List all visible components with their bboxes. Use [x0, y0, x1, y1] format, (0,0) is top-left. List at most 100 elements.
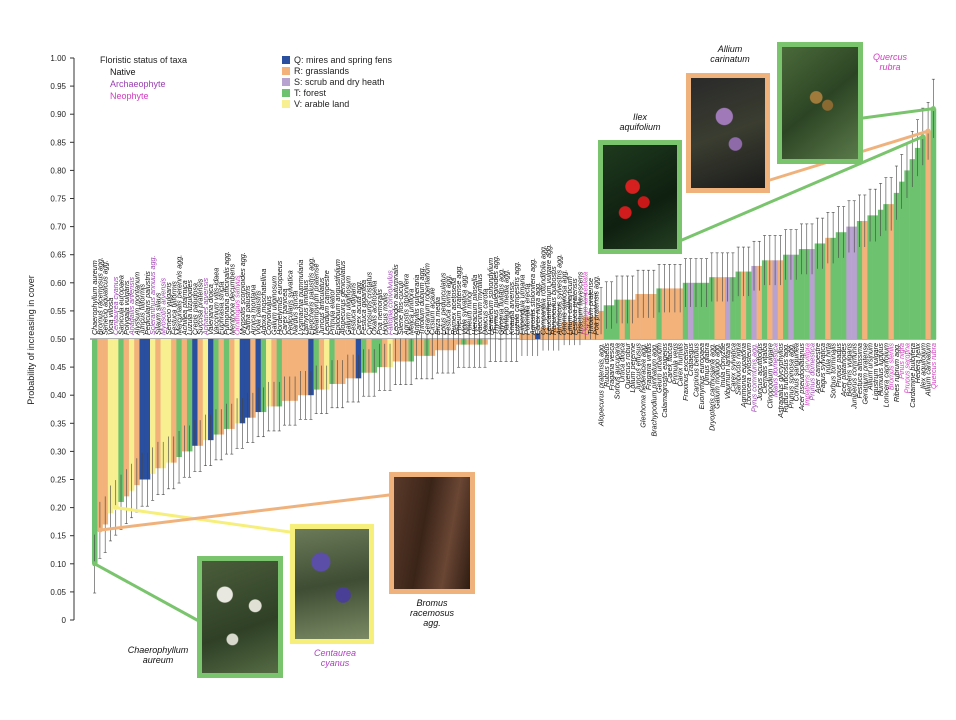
quercus-image — [782, 47, 858, 159]
habitat-v-label: V: arable land — [294, 98, 350, 109]
photo-bromus — [389, 472, 475, 594]
y-tick-label: 0.60 — [50, 279, 66, 288]
taxon-label: Pedicularis palustris — [143, 271, 152, 335]
callout-arrow-head — [920, 134, 926, 140]
taxon-label: Lepidium campestre — [322, 270, 331, 335]
taxon-label: Luzula luzuloides — [185, 279, 194, 335]
bar: Carex sylvatica — [730, 277, 736, 339]
centaurea-image — [295, 529, 369, 639]
habitat-t: T: forest — [282, 87, 432, 98]
habitat-r: R: grasslands — [282, 65, 432, 76]
taxon-label: Carex panicea — [280, 289, 289, 335]
taxon-label: Primula elatior — [328, 288, 337, 335]
bar: Centaurea cyanus — [113, 339, 119, 508]
bar: Ilex aquifolium — [920, 136, 926, 339]
caption-centaurea-2: cyanus — [320, 658, 350, 668]
taxon-label: Cynosurus cristatus — [364, 271, 373, 335]
taxon-label: Brachypodium pinnatum agg. — [649, 343, 658, 437]
bar: Rubus fruticosus agg. — [783, 254, 789, 339]
bar: Inula hirta — [825, 237, 831, 339]
photo-centaurea — [290, 524, 374, 644]
taxon-label: Mercurialis perennis agg. — [175, 255, 184, 335]
taxon-label: Leontodon autumnalis — [391, 264, 400, 335]
bar: Inula conyzae — [719, 277, 726, 339]
bar: Lysimachia nummularia — [297, 339, 304, 396]
taxon-label: Bromus racemosus agg. — [95, 257, 104, 335]
photo-quercus — [777, 42, 863, 164]
taxon-label: Vaccinium vitis-idaea — [211, 268, 220, 335]
taxon-label: Galium mollugo agg. — [713, 343, 722, 409]
bar: Allium ursinum — [867, 215, 873, 339]
bar: Juniperus communis — [851, 226, 858, 339]
taxon-label: Menthona decumbens — [227, 263, 236, 335]
bar: Pedicularis sylvatica — [287, 339, 293, 401]
bar: Ligustrum vulgare — [872, 215, 879, 339]
caption-quercus-1: Quercus — [872, 52, 907, 62]
bar: Sanicula europaea — [118, 339, 124, 502]
bar: Cardamine bulbifera — [909, 159, 916, 339]
taxon-label: Carex flacca — [665, 343, 674, 383]
taxon-label: Crataegus — [686, 343, 695, 377]
taxon-label: Viola palustris — [254, 290, 263, 335]
bar: Melampyrum pratense — [313, 339, 320, 390]
bar: Senecio aquaticus agg. — [102, 339, 109, 525]
taxon-label: Campanula rotundifolia agg. — [539, 245, 548, 335]
taxon-label: Arnica montana — [248, 285, 257, 336]
taxon-label: Carex humilis — [676, 343, 685, 387]
habitat-v: V: arable land — [282, 98, 432, 109]
bar: Achillea ptarmica — [181, 339, 188, 452]
bar: Viburnum lantana — [725, 277, 731, 339]
taxon-label: Calamagrostis epigejos — [660, 343, 669, 418]
taxon-label: Heracleum sphondylium — [486, 258, 495, 335]
taxon-label: Euphrasia stricta — [217, 281, 226, 335]
bar: Dryopteris carthusiana agg. — [709, 277, 715, 339]
taxon-label: Achillea ptarmica — [180, 280, 189, 336]
bar: Fagus sylvatica — [819, 243, 826, 339]
bar: Lonicera caprifolium — [883, 204, 889, 339]
bar: Hedera helix — [914, 147, 921, 339]
taxon-label: Ulmus glabra — [702, 343, 711, 385]
taxon-label: Pedicularis sylvatica — [285, 270, 294, 335]
taxon-label: Festuca ovina agg. — [444, 274, 453, 335]
bar: Euonymus europaea — [698, 282, 705, 339]
taxon-label: Humulus lupulus — [876, 343, 885, 397]
photo-chaerophyllum — [197, 556, 283, 678]
bar: Malus domestica — [772, 260, 778, 339]
taxon-label: Geum urbanum — [655, 343, 664, 393]
callout-arrow-head — [113, 505, 119, 511]
taxon-label: Trifolium dubium agg. — [417, 266, 426, 335]
habitat-legend: Q: mires and spring fens R: grasslands S… — [282, 54, 432, 109]
bar: Silaum silaus — [155, 339, 161, 469]
taxon-label: Anthriscus sylvestris agg. — [554, 254, 563, 336]
caption-chaerophyllum: Chaerophyllum aureum — [118, 645, 198, 665]
bar: Juncus articulatus — [318, 339, 325, 390]
taxon-label: Thymus pulegioides agg. — [491, 255, 500, 335]
chaerophyllum-image — [202, 561, 278, 673]
taxon-label: Scleranthus annuus agg. — [148, 255, 157, 335]
taxon-label: Agrimonia eupatoria — [739, 343, 748, 408]
caption-chaerophyllum-1: Chaerophyllum — [127, 645, 189, 655]
bar: Lathyrus linifolius — [303, 339, 309, 396]
y-tick-label: 0.80 — [50, 166, 66, 175]
bar: Crataegus — [688, 282, 694, 339]
taxon-label: Rubus fruticosus agg. — [781, 343, 790, 413]
taxon-label: Vaccinium myrtillus — [475, 273, 484, 335]
bar: Festuca altissima — [856, 220, 863, 339]
bar: Hordelymus europaeus — [276, 339, 283, 407]
allium-image — [691, 78, 765, 188]
bar: Galium mollugo agg. — [714, 277, 720, 339]
taxon-label: Pulmonaria officinalis agg. — [222, 251, 231, 335]
habitat-q: Q: mires and spring fens — [282, 54, 432, 65]
bar: Bromus racemosus agg. — [97, 339, 103, 531]
taxon-label: Poa nemoralis — [375, 289, 384, 335]
bar: Galium uliginosum — [271, 339, 277, 407]
taxon-label: Cardamine bulbifera — [908, 343, 917, 408]
y-axis-label: Probability of increasing in cover — [26, 275, 36, 405]
bar: Allium carinatum — [925, 131, 931, 339]
callout-arrow — [861, 107, 935, 120]
taxon-label: Phleum minor — [465, 290, 474, 335]
bromus-image — [394, 477, 470, 589]
bar: Sambucus nigra — [735, 271, 742, 339]
taxon-label: Malus domestica — [771, 343, 780, 397]
swatch-s — [282, 77, 290, 86]
